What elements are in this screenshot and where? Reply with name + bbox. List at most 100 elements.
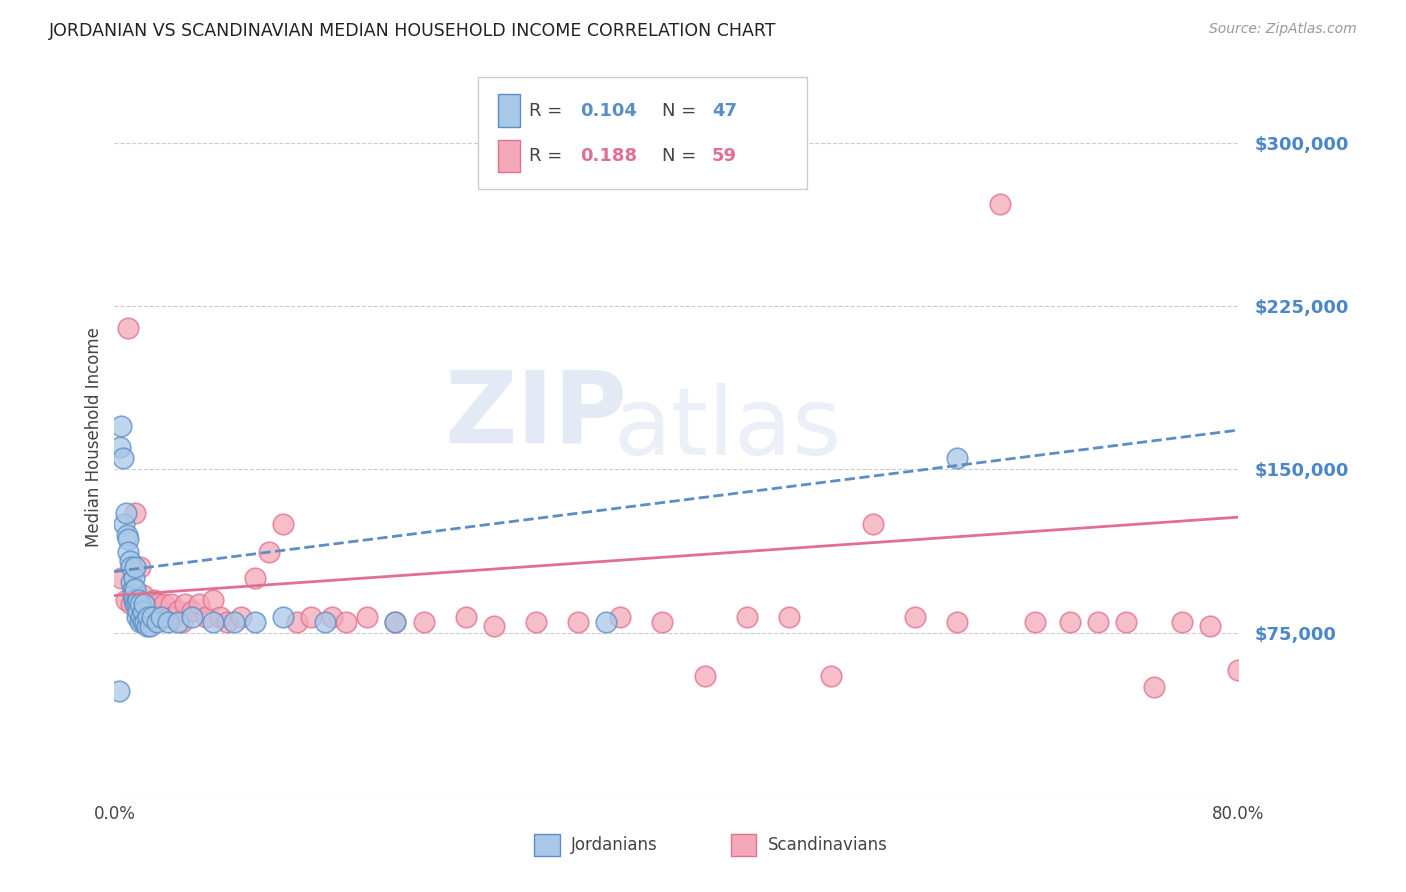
Point: [117, 320, 139, 334]
Text: Jordanians: Jordanians: [571, 836, 658, 854]
Point: [124, 506, 146, 520]
Point: [114, 592, 136, 607]
Text: atlas: atlas: [613, 384, 841, 475]
Point: [1024, 615, 1046, 629]
Point: [138, 619, 160, 633]
Point: [122, 592, 145, 607]
Point: [152, 597, 174, 611]
Point: [1115, 615, 1137, 629]
Point: [114, 506, 136, 520]
Point: [129, 610, 152, 624]
Point: [567, 615, 589, 629]
Point: [412, 615, 434, 629]
Point: [120, 597, 142, 611]
Point: [131, 589, 153, 603]
Point: [134, 615, 156, 629]
Point: [595, 615, 617, 629]
Y-axis label: Median Household Income: Median Household Income: [86, 326, 103, 547]
Point: [454, 610, 477, 624]
Point: [1171, 615, 1194, 629]
Point: [820, 669, 842, 683]
Point: [194, 610, 217, 624]
Point: [134, 597, 156, 611]
Point: [142, 592, 165, 607]
Point: [215, 615, 238, 629]
Point: [145, 597, 167, 611]
Text: 47: 47: [711, 102, 737, 120]
Text: 59: 59: [711, 147, 737, 165]
Point: [166, 615, 188, 629]
Point: [285, 615, 308, 629]
Point: [124, 582, 146, 596]
Point: [120, 575, 142, 590]
Point: [156, 615, 179, 629]
Point: [159, 597, 181, 611]
Text: N =: N =: [662, 102, 702, 120]
Point: [125, 597, 148, 611]
Point: [115, 527, 138, 541]
Point: [201, 592, 224, 607]
Point: [125, 610, 148, 624]
Point: [946, 451, 969, 466]
Point: [778, 610, 800, 624]
Text: 0.188: 0.188: [579, 147, 637, 165]
Point: [335, 615, 357, 629]
Point: [110, 418, 132, 433]
Point: [128, 615, 150, 629]
Point: [651, 615, 673, 629]
Point: [166, 604, 188, 618]
Point: [117, 532, 139, 546]
Point: [141, 610, 163, 624]
Point: [148, 610, 170, 624]
Point: [314, 615, 336, 629]
Point: [180, 610, 202, 624]
Point: [135, 619, 157, 633]
Point: [162, 610, 184, 624]
Point: [149, 610, 172, 624]
Point: [127, 604, 149, 618]
Point: [208, 610, 231, 624]
Point: [201, 615, 224, 629]
Point: [1199, 619, 1222, 633]
Point: [128, 597, 150, 611]
Text: 0.104: 0.104: [579, 102, 637, 120]
Point: [127, 592, 149, 607]
Point: [222, 615, 245, 629]
Point: [120, 560, 142, 574]
Point: [356, 610, 378, 624]
Point: [110, 571, 132, 585]
Point: [1227, 663, 1250, 677]
Text: R =: R =: [530, 102, 568, 120]
Point: [988, 196, 1011, 211]
Point: [1059, 615, 1081, 629]
Point: [735, 610, 758, 624]
Point: [609, 610, 631, 624]
Point: [125, 597, 148, 611]
Point: [121, 582, 143, 596]
Point: [693, 669, 716, 683]
Point: [117, 545, 139, 559]
Point: [124, 597, 146, 611]
Point: [187, 597, 209, 611]
Point: [145, 615, 167, 629]
Text: R =: R =: [530, 147, 568, 165]
Point: [271, 610, 294, 624]
Point: [862, 516, 884, 531]
Point: [131, 604, 153, 618]
Point: [108, 441, 131, 455]
Point: [904, 610, 927, 624]
Point: [118, 554, 141, 568]
Point: [124, 560, 146, 574]
Text: Source: ZipAtlas.com: Source: ZipAtlas.com: [1209, 22, 1357, 37]
Point: [321, 610, 343, 624]
Point: [132, 597, 155, 611]
Point: [384, 615, 406, 629]
Point: [299, 610, 322, 624]
Point: [128, 560, 150, 574]
Point: [131, 615, 153, 629]
Point: [122, 571, 145, 585]
Point: [111, 451, 134, 466]
Point: [524, 615, 547, 629]
Point: [112, 516, 135, 531]
Point: [482, 619, 505, 633]
